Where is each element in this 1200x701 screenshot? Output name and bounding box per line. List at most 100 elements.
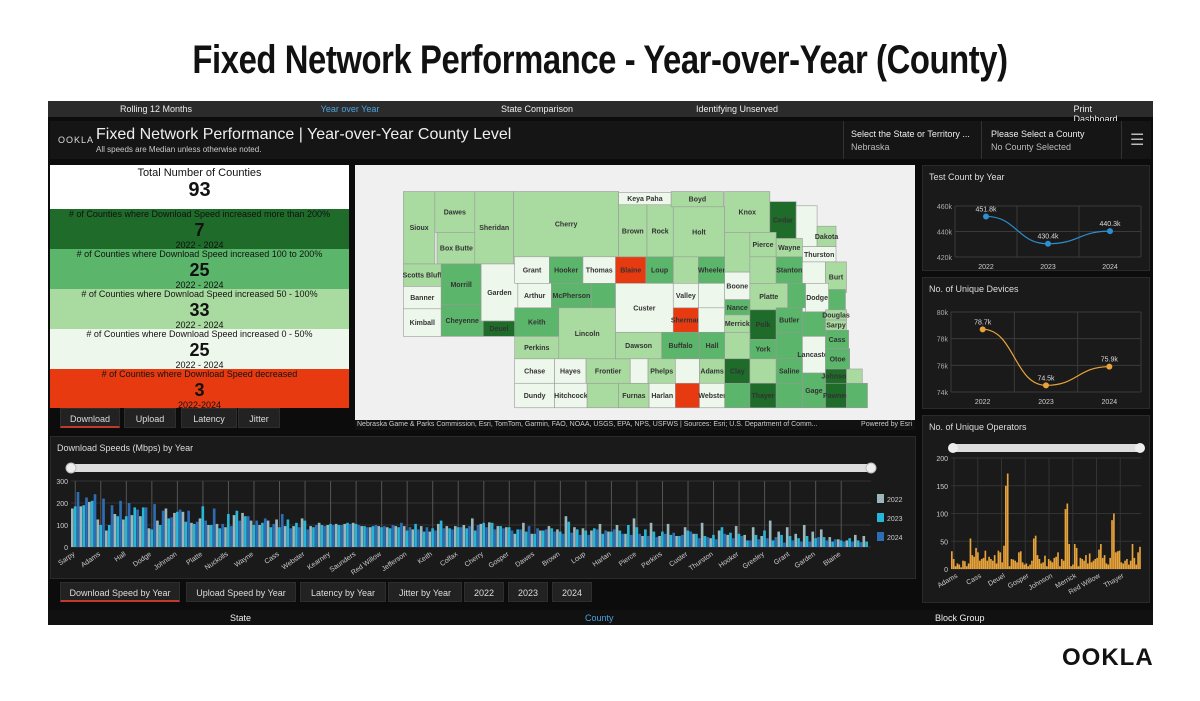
bar-2022[interactable] — [428, 531, 432, 547]
range-slider[interactable] — [951, 444, 1141, 452]
bar-2022[interactable] — [351, 522, 355, 547]
bar-2024[interactable] — [400, 522, 403, 547]
bar-2024[interactable] — [655, 537, 659, 547]
bar-2022[interactable] — [811, 531, 815, 547]
bar-2022[interactable] — [453, 526, 457, 547]
bar-2022[interactable] — [709, 538, 712, 547]
bar-2022[interactable] — [275, 519, 278, 548]
bar-2024[interactable] — [408, 527, 412, 547]
county-region[interactable] — [675, 382, 700, 409]
bar-2022[interactable] — [360, 526, 363, 547]
bar-2024[interactable] — [766, 538, 769, 547]
chart-tab[interactable]: 2022 — [464, 582, 504, 602]
operator-bar[interactable] — [1003, 545, 1005, 569]
bar-2023[interactable] — [380, 527, 383, 547]
bar-2023[interactable] — [456, 527, 460, 547]
bar-2022[interactable] — [522, 522, 525, 547]
bar-2024[interactable] — [740, 536, 744, 547]
data-point[interactable] — [1043, 382, 1049, 389]
bar-2023[interactable] — [354, 523, 358, 547]
bar-2024[interactable] — [434, 530, 437, 548]
legend-label[interactable]: 2023 — [887, 516, 903, 523]
operator-bar[interactable] — [1103, 555, 1106, 569]
operator-bar[interactable] — [1053, 557, 1056, 569]
data-point[interactable] — [979, 326, 986, 333]
operator-bar[interactable] — [999, 552, 1002, 569]
nav-state[interactable]: State — [230, 613, 252, 623]
county-region[interactable] — [749, 382, 777, 409]
bar-2023[interactable] — [686, 530, 690, 548]
bar-2022[interactable] — [122, 519, 125, 548]
operator-bar[interactable] — [1060, 559, 1063, 569]
bar-2024[interactable] — [161, 510, 165, 547]
bar-2022[interactable] — [317, 522, 321, 547]
bar-2023[interactable] — [303, 520, 307, 547]
bar-2022[interactable] — [539, 530, 542, 548]
county-region[interactable] — [513, 191, 619, 258]
operator-bar[interactable] — [984, 550, 987, 569]
county-region[interactable] — [403, 191, 436, 265]
operator-bar[interactable] — [1073, 544, 1076, 569]
bar-2024[interactable] — [706, 537, 710, 547]
bar-2022[interactable] — [411, 529, 415, 547]
operator-bar[interactable] — [1075, 547, 1078, 569]
county-region[interactable] — [724, 382, 751, 409]
bar-2024[interactable] — [246, 516, 250, 547]
bar-2022[interactable] — [590, 530, 593, 548]
bar-2023[interactable] — [82, 505, 85, 547]
county-region[interactable] — [749, 232, 777, 258]
nav-identifying-unserved[interactable]: Identifying Unserved — [695, 104, 779, 114]
operator-bar[interactable] — [1083, 560, 1085, 569]
county-region[interactable] — [551, 283, 592, 309]
nav-rolling-12-months[interactable]: Rolling 12 Months — [119, 104, 193, 114]
bar-2022[interactable] — [105, 530, 108, 548]
chart-tab[interactable]: Upload Speed by Year — [186, 582, 296, 602]
bar-2022[interactable] — [394, 526, 398, 547]
bar-2023[interactable] — [107, 525, 111, 547]
bar-2024[interactable] — [417, 529, 420, 547]
bar-2024[interactable] — [536, 528, 539, 547]
bar-2024[interactable] — [783, 542, 786, 547]
operator-bar[interactable] — [1018, 552, 1020, 569]
operator-bar[interactable] — [1066, 503, 1069, 569]
county-region[interactable] — [558, 307, 616, 360]
bar-2024[interactable] — [493, 529, 497, 547]
operator-bar[interactable] — [1064, 509, 1067, 569]
bar-2023[interactable] — [218, 528, 222, 547]
bar-2022[interactable] — [241, 512, 244, 547]
nav-county[interactable]: County — [585, 613, 614, 623]
bar-2022[interactable] — [249, 520, 253, 547]
bar-2024[interactable] — [204, 520, 207, 547]
bar-2023[interactable] — [865, 541, 868, 548]
operator-bar[interactable] — [1107, 564, 1110, 569]
operator-bar[interactable] — [1014, 560, 1016, 569]
operator-bar[interactable] — [1124, 560, 1126, 569]
bar-2023[interactable] — [848, 538, 851, 547]
county-region[interactable] — [749, 358, 777, 384]
data-point[interactable] — [1106, 363, 1113, 370]
chart-tab[interactable]: Download Speed by Year — [60, 582, 180, 602]
bar-2023[interactable] — [184, 521, 188, 547]
operator-bar[interactable] — [1059, 566, 1061, 569]
bar-2022[interactable] — [215, 523, 219, 547]
bar-2024[interactable] — [119, 500, 122, 547]
bar-2024[interactable] — [297, 527, 301, 547]
county-region[interactable] — [846, 368, 863, 384]
bar-2024[interactable] — [391, 525, 395, 547]
bar-2024[interactable] — [187, 510, 190, 547]
bar-2023[interactable] — [541, 530, 545, 548]
bar-2022[interactable] — [734, 526, 738, 547]
county-region[interactable] — [615, 283, 674, 333]
chart-tab[interactable]: Jitter by Year — [388, 582, 462, 602]
bar-2023[interactable] — [771, 540, 775, 547]
bar-2024[interactable] — [221, 523, 224, 547]
bar-2024[interactable] — [749, 540, 752, 547]
bar-2022[interactable] — [181, 511, 185, 547]
operator-bar[interactable] — [1034, 535, 1037, 569]
bar-2024[interactable] — [93, 494, 97, 547]
bar-2023[interactable] — [422, 531, 426, 547]
county-region[interactable] — [646, 204, 674, 258]
bar-2024[interactable] — [127, 503, 131, 547]
bar-2022[interactable] — [198, 518, 202, 547]
operator-bar[interactable] — [1005, 485, 1007, 569]
